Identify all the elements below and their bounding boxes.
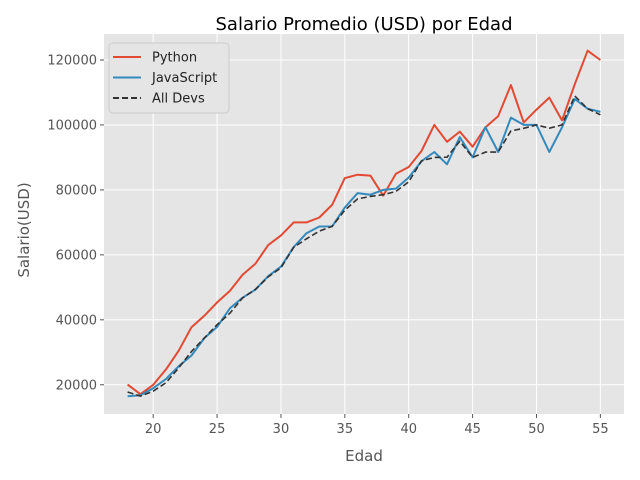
- x-tick-label: 45: [464, 422, 481, 437]
- x-tick-label: 50: [528, 422, 545, 437]
- legend-box: [108, 42, 230, 114]
- y-axis-ticks: 20000 40000 60000 80000 100000 120000: [47, 53, 104, 393]
- y-tick-label: 60000: [56, 248, 97, 263]
- x-axis-title: Edad: [345, 447, 383, 465]
- x-tick-label: 25: [209, 422, 226, 437]
- y-tick-label: 20000: [56, 378, 97, 393]
- series-line-all-devs: [127, 95, 601, 397]
- y-tick-label: 40000: [56, 313, 97, 328]
- x-axis-ticks: 20 25 30 35 40 45 50 55: [145, 414, 609, 437]
- x-tick-label: 35: [337, 422, 354, 437]
- x-tick-label: 20: [145, 422, 162, 437]
- x-tick-label: 55: [592, 422, 609, 437]
- y-tick-label: 100000: [47, 118, 97, 133]
- x-tick-label: 30: [273, 422, 290, 437]
- x-tick-label: 40: [400, 422, 417, 437]
- y-axis-title: Salario(USD): [15, 182, 33, 277]
- legend-label: JavaScript: [151, 71, 217, 86]
- legend-label: All Devs: [152, 92, 205, 107]
- y-tick-label: 80000: [56, 183, 97, 198]
- chart-title: Salario Promedio (USD) por Edad: [216, 14, 513, 35]
- series-line-python: [126, 49, 601, 396]
- legend-label: Python: [152, 51, 197, 66]
- grid-lines: [104, 34, 624, 414]
- series-layer: [126, 49, 601, 398]
- y-tick-label: 120000: [47, 53, 97, 68]
- legend: Python JavaScript All Devs: [108, 42, 230, 114]
